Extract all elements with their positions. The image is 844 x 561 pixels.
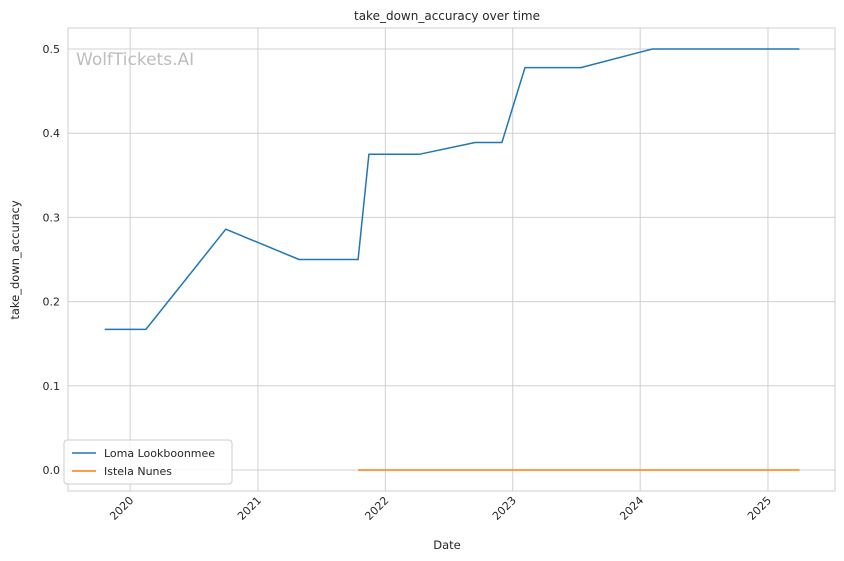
grid: [68, 28, 835, 491]
series-line-loma-lookboonmee: [104, 48, 800, 331]
y-axis-label: take_down_accuracy: [8, 200, 22, 319]
y-tick-label: 0.2: [43, 296, 61, 309]
y-tick-label: 0.1: [43, 380, 61, 393]
plot-area: [68, 28, 835, 491]
y-tick-label: 0.0: [43, 464, 61, 477]
x-tick-label: 2023: [490, 494, 519, 523]
x-tick-label: 2020: [107, 494, 136, 523]
legend-box: [63, 439, 233, 485]
y-tick-label: 0.3: [43, 211, 61, 224]
x-tick-label: 2022: [362, 494, 391, 523]
y-axis-ticks: 0.0 0.1 0.2 0.3 0.4 0.5: [43, 43, 61, 477]
y-tick-label: 0.5: [43, 43, 61, 56]
watermark: WolfTickets.AI: [76, 50, 194, 70]
plot-frame: [67, 27, 836, 492]
y-tick-label: 0.4: [43, 127, 61, 140]
x-tick-label: 2024: [617, 494, 646, 523]
series-lines: [104, 48, 800, 471]
x-tick-label: 2025: [745, 494, 774, 523]
legend: Loma Lookboonmee Istela Nunes: [63, 439, 233, 485]
chart-title: take_down_accuracy over time: [354, 9, 540, 23]
x-axis-ticks: 2020 2021 2022 2023 2024 2025: [107, 494, 774, 523]
x-axis-label: Date: [433, 538, 461, 552]
legend-label-istela-nunes: Istela Nunes: [104, 465, 172, 478]
x-tick-label: 2021: [235, 494, 264, 523]
legend-label-loma-lookboonmee: Loma Lookboonmee: [104, 447, 215, 460]
